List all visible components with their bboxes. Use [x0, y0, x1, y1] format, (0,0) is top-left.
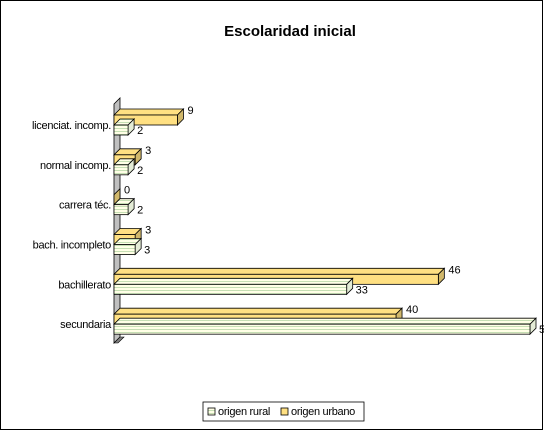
- value-label-rural-1: 2: [137, 165, 143, 177]
- y-tick-label-1: normal incomp.: [40, 160, 111, 172]
- value-label-urbano-4: 46: [448, 264, 460, 276]
- bar-urbano-0: [113, 108, 185, 126]
- value-label-rural-2: 2: [137, 205, 143, 217]
- legend-label-rural: origen rural: [218, 406, 270, 418]
- bar-rural-4-top: [113, 277, 354, 285]
- value-label-rural-3: 3: [144, 245, 150, 257]
- bar-rural-0-face: [113, 124, 129, 136]
- bar-rural-5: [113, 317, 537, 336]
- bar-rural-3-face: [113, 244, 136, 255]
- legend-swatch-urbano: [280, 407, 289, 416]
- chart-title: Escolaridad inicial: [224, 23, 356, 40]
- y-tick-label-0: licenciat. incomp.: [32, 120, 111, 132]
- legend-swatch-rural: [207, 407, 216, 416]
- y-tick-label-5: secundaria: [60, 319, 112, 331]
- y-tick-label-3: bach. incompleto: [33, 240, 112, 252]
- axis-floor: [113, 336, 125, 344]
- bar-urbano-5-top: [113, 307, 403, 315]
- bar-rural-1-face: [113, 164, 129, 176]
- bar-urbano-0-top: [113, 108, 185, 116]
- value-label-rural-4: 33: [356, 284, 368, 296]
- value-label-urbano-1: 3: [145, 145, 151, 157]
- bar-rural-3: [113, 237, 143, 256]
- bar-urbano-0-face: [113, 114, 178, 126]
- legend-label-urbano: origen urbano: [291, 406, 355, 418]
- bar-rural-5-face: [113, 323, 531, 335]
- y-tick-label-4: bachillerato: [58, 279, 111, 291]
- bar-urbano-4-top: [113, 267, 446, 275]
- bar-rural-0: [113, 118, 136, 136]
- legend: origen rural origen urbano: [202, 401, 365, 422]
- y-tick-label-2: carrera téc.: [59, 200, 111, 212]
- value-label-urbano-2: 0: [124, 185, 130, 197]
- bar-rural-2: [113, 197, 136, 216]
- value-label-rural-0: 2: [137, 125, 143, 137]
- bar-rural-2-face: [113, 204, 129, 216]
- value-label-urbano-5: 40: [406, 304, 418, 316]
- bar-rural-4-face: [113, 283, 348, 295]
- bar-rural-1: [113, 157, 136, 176]
- bar-rural-4: [113, 277, 354, 296]
- bar-rural-5-top: [113, 317, 537, 325]
- value-label-rural-5: 5: [539, 324, 544, 336]
- value-label-urbano-0: 9: [187, 105, 193, 117]
- value-label-urbano-3: 3: [145, 225, 151, 237]
